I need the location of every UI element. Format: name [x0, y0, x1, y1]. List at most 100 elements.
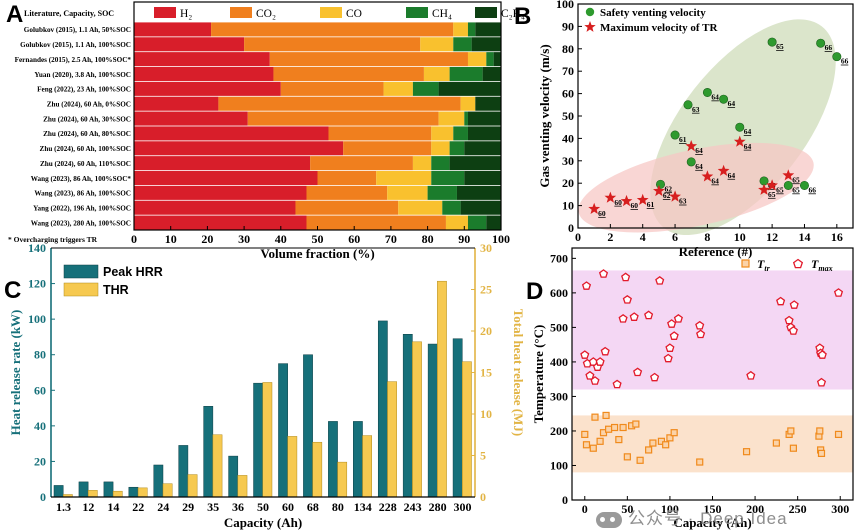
data-point	[784, 315, 794, 325]
reference-label: 64	[711, 176, 719, 185]
reference-label: 63	[692, 105, 700, 114]
reference-label: 64	[728, 171, 736, 180]
data-point	[670, 130, 680, 140]
x-tick-label: 20	[201, 232, 213, 246]
bar-segment	[134, 81, 281, 96]
data-point	[604, 191, 617, 203]
data-point	[632, 420, 640, 428]
legend-marker	[741, 259, 750, 268]
y-tick-label: 90	[562, 19, 574, 33]
data-point	[636, 193, 649, 205]
data-point	[782, 169, 795, 181]
data-point	[585, 370, 595, 380]
data-point	[667, 319, 677, 328]
data-point	[670, 429, 678, 437]
bar-thr	[162, 483, 173, 498]
legend-label: Safety venting velocity	[600, 7, 706, 19]
y-tick-label: 500	[550, 320, 568, 334]
y2-tick-label: 25	[480, 283, 492, 297]
data-point	[735, 122, 745, 132]
data-point	[696, 458, 704, 466]
bar-segment	[306, 215, 446, 230]
reference-label: 60	[598, 209, 606, 218]
bar-segment	[310, 156, 413, 171]
bar-segment	[134, 66, 274, 82]
bar-segment	[427, 185, 457, 200]
y-tick-label: 0	[568, 221, 574, 235]
watermark-text: 公众号 · Deep Idea	[628, 509, 788, 528]
legend-label-tmax: Tmax	[811, 257, 833, 273]
bar-segment	[134, 185, 307, 200]
y-tick-label: 600	[550, 286, 568, 300]
bar-segment	[218, 96, 461, 111]
x-tick-label: 36	[232, 500, 244, 514]
x-tick-label: 60	[348, 232, 360, 246]
x-tick-label: 300	[831, 502, 849, 516]
data-point	[683, 100, 693, 110]
bar-thr	[87, 490, 98, 498]
category-label: Wang (2023), 86 Ah, 100%SOC	[34, 190, 131, 198]
legend-label: CH₄	[432, 8, 452, 20]
data-point	[817, 350, 827, 359]
bar-segment	[134, 37, 245, 52]
reference-label: 62	[663, 191, 671, 200]
x-tick-label: 8	[704, 230, 710, 244]
bar-segment	[134, 126, 329, 141]
bar-segment	[464, 170, 501, 186]
x-axis-title: Volume fraction (%)	[260, 246, 374, 261]
x-tick-label: 22	[132, 500, 144, 514]
data-point	[746, 370, 756, 380]
legend-label-ttr: Ttr	[757, 257, 771, 273]
x-tick-label: 14	[107, 500, 119, 514]
bar-segment	[471, 37, 501, 52]
bar-segment	[453, 22, 468, 37]
x-tick-label: 243	[404, 500, 422, 514]
x-tick-label: 0	[575, 230, 581, 244]
data-point	[621, 272, 631, 282]
category-label: Wang (2023), 280 Ah, 100%SOC	[31, 219, 131, 227]
bar-segment	[464, 141, 501, 156]
category-label: Zhu (2024), 60 Ah, 110%SOC	[40, 160, 131, 168]
bar-segment	[493, 52, 501, 67]
bar-peak-hrr	[303, 354, 313, 498]
bar-segment	[273, 66, 424, 82]
bar-peak-hrr	[353, 421, 363, 498]
y-tick-label: 0	[562, 493, 568, 507]
bar-segment	[317, 170, 377, 186]
legend-swatch	[154, 7, 176, 18]
red-ellipse	[578, 142, 814, 233]
reference-label: 60	[614, 198, 622, 207]
data-point	[669, 331, 679, 340]
data-point	[598, 269, 609, 278]
x-tick-label: 16	[831, 230, 843, 244]
data-point	[665, 343, 675, 352]
data-point	[702, 87, 712, 97]
reference-label: 66	[808, 185, 816, 194]
bar-peak-hrr	[53, 485, 64, 498]
bar-peak-hrr	[452, 338, 463, 498]
data-point	[817, 449, 826, 457]
data-point	[733, 135, 746, 147]
bar-thr	[362, 435, 372, 498]
y-tick-label: 140	[28, 241, 46, 255]
bar-segment	[412, 81, 439, 96]
x-tick-label: 134	[354, 500, 372, 514]
shaded-band	[572, 415, 853, 473]
y-axis-title: Gas venting velocity (m/s)	[537, 44, 552, 187]
data-point	[742, 448, 751, 456]
bar-segment	[464, 111, 468, 126]
data-point	[591, 413, 599, 421]
bar-segment	[486, 215, 501, 230]
x-tick-label: 50	[312, 232, 324, 246]
data-point	[695, 320, 705, 330]
data-point	[629, 312, 639, 321]
x-tick-label: 68	[307, 500, 319, 514]
x-axis-title: Capacity (Ah)	[673, 515, 751, 530]
reference-label: 65	[776, 42, 784, 51]
legend-label: THR	[103, 283, 129, 297]
data-point	[789, 444, 797, 452]
x-tick-label: 50	[257, 500, 269, 514]
bar-segment	[134, 96, 219, 111]
reference-label: 63	[679, 197, 687, 206]
x-tick-label: 200	[746, 502, 764, 516]
